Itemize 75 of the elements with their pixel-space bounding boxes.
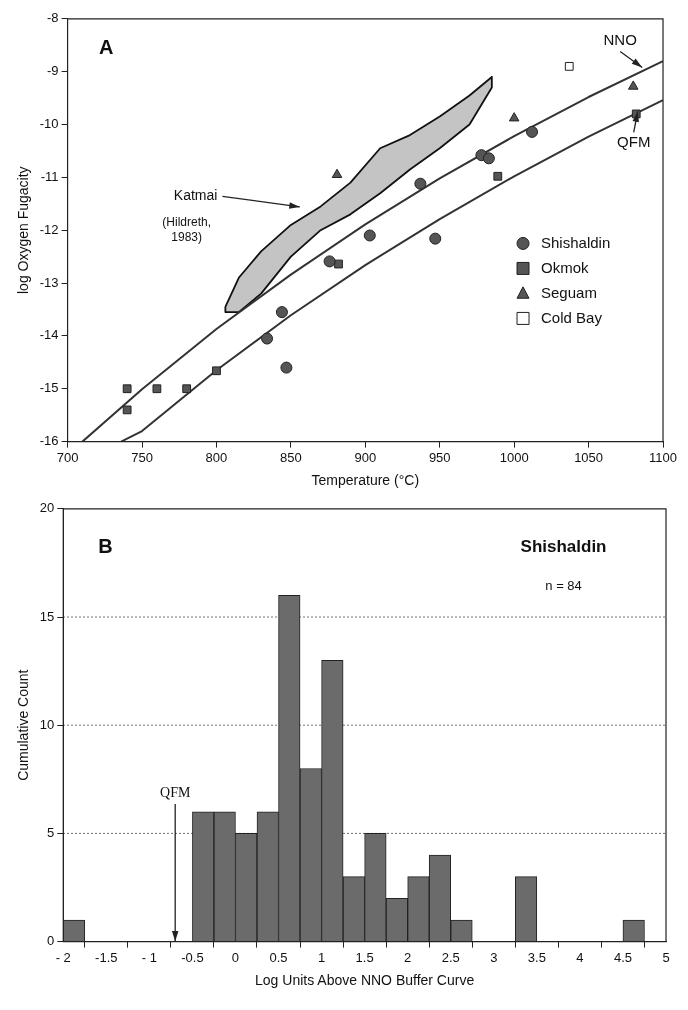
y-tick-label: -10: [39, 116, 59, 132]
y-axis-title: Cumulative Count: [15, 669, 32, 781]
annotation: B: [98, 535, 113, 558]
y-tick-label: -14: [39, 327, 59, 343]
x-axis-title: Log Units Above NNO Buffer Curve: [255, 972, 475, 989]
annotation: QFM: [160, 785, 191, 801]
y-tick-label: -15: [39, 380, 59, 396]
annotation: Katmai: [173, 187, 218, 204]
annotation: QFM: [617, 133, 651, 151]
x-tick-label: 4: [576, 949, 584, 965]
x-tick-label: 1100: [649, 449, 678, 465]
y-tick-label: 15: [39, 608, 55, 624]
point: [508, 112, 520, 122]
x-tick-label: 0.5: [269, 949, 288, 965]
point: [275, 306, 288, 319]
x-tick-label: 800: [205, 449, 228, 465]
x-tick-label: 700: [56, 449, 79, 465]
x-axis-title: Temperature (°C): [311, 472, 420, 489]
point: [493, 171, 503, 181]
x-tick-label: - 1: [141, 949, 157, 965]
legend-label: Shishaldin: [541, 233, 611, 251]
annotation: (Hildreth, 1983): [162, 215, 212, 244]
y-tick-label: 10: [39, 716, 55, 732]
x-tick-label: 2: [404, 949, 412, 965]
x-tick-label: - 2: [55, 949, 71, 965]
x-tick-label: 850: [280, 449, 302, 465]
point: [363, 229, 376, 242]
point: [212, 366, 221, 376]
x-tick-label: 900: [354, 449, 377, 465]
point: [152, 384, 162, 394]
point: [261, 332, 274, 345]
x-tick-label: 1000: [499, 449, 529, 465]
point: [182, 384, 192, 394]
x-tick-label: -0.5: [181, 949, 204, 965]
point: [334, 259, 343, 269]
x-tick-label: 3: [490, 949, 498, 965]
y-tick-label: -11: [40, 168, 59, 184]
x-tick-label: 1050: [574, 449, 604, 465]
y-tick-label: 5: [47, 824, 55, 840]
x-tick-label: 5: [662, 949, 670, 965]
x-tick-label: 0: [231, 949, 240, 965]
y-tick-label: 0: [47, 933, 55, 949]
x-tick-label: 1: [317, 949, 326, 965]
legend-label: Cold Bay: [541, 308, 603, 326]
point: [429, 232, 442, 245]
x-tick-label: 750: [131, 449, 153, 465]
x-tick-label: 2.5: [441, 949, 460, 965]
x-tick-label: 950: [428, 449, 451, 465]
point: [564, 61, 574, 71]
y-tick-label: 20: [39, 500, 55, 516]
x-tick-label: 1.5: [355, 949, 374, 965]
point: [627, 80, 639, 90]
y-tick-label: -12: [39, 221, 59, 237]
annotation: Shishaldin: [520, 537, 607, 557]
point: [122, 405, 132, 415]
point: [331, 168, 343, 178]
y-tick-label: -16: [39, 433, 59, 449]
y-tick-label: -13: [39, 274, 59, 290]
y-tick-label: -9: [47, 63, 59, 79]
legend-label: Seguam: [541, 283, 597, 301]
annotation: n = 84: [545, 578, 582, 594]
point: [323, 255, 336, 268]
y-axis-title: log Oxygen Fugacity: [15, 166, 32, 295]
x-tick-label: 4.5: [613, 949, 632, 965]
point: [280, 361, 293, 374]
point: [482, 152, 495, 165]
annotation: A: [99, 35, 114, 58]
y-tick-label: -8: [47, 10, 59, 26]
point: [526, 125, 539, 138]
point: [122, 384, 132, 394]
x-tick-label: -1.5: [95, 949, 118, 965]
point: [414, 177, 427, 190]
legend-label: Okmok: [541, 258, 590, 276]
x-tick-label: 3.5: [527, 949, 546, 965]
annotation: NNO: [603, 30, 637, 48]
